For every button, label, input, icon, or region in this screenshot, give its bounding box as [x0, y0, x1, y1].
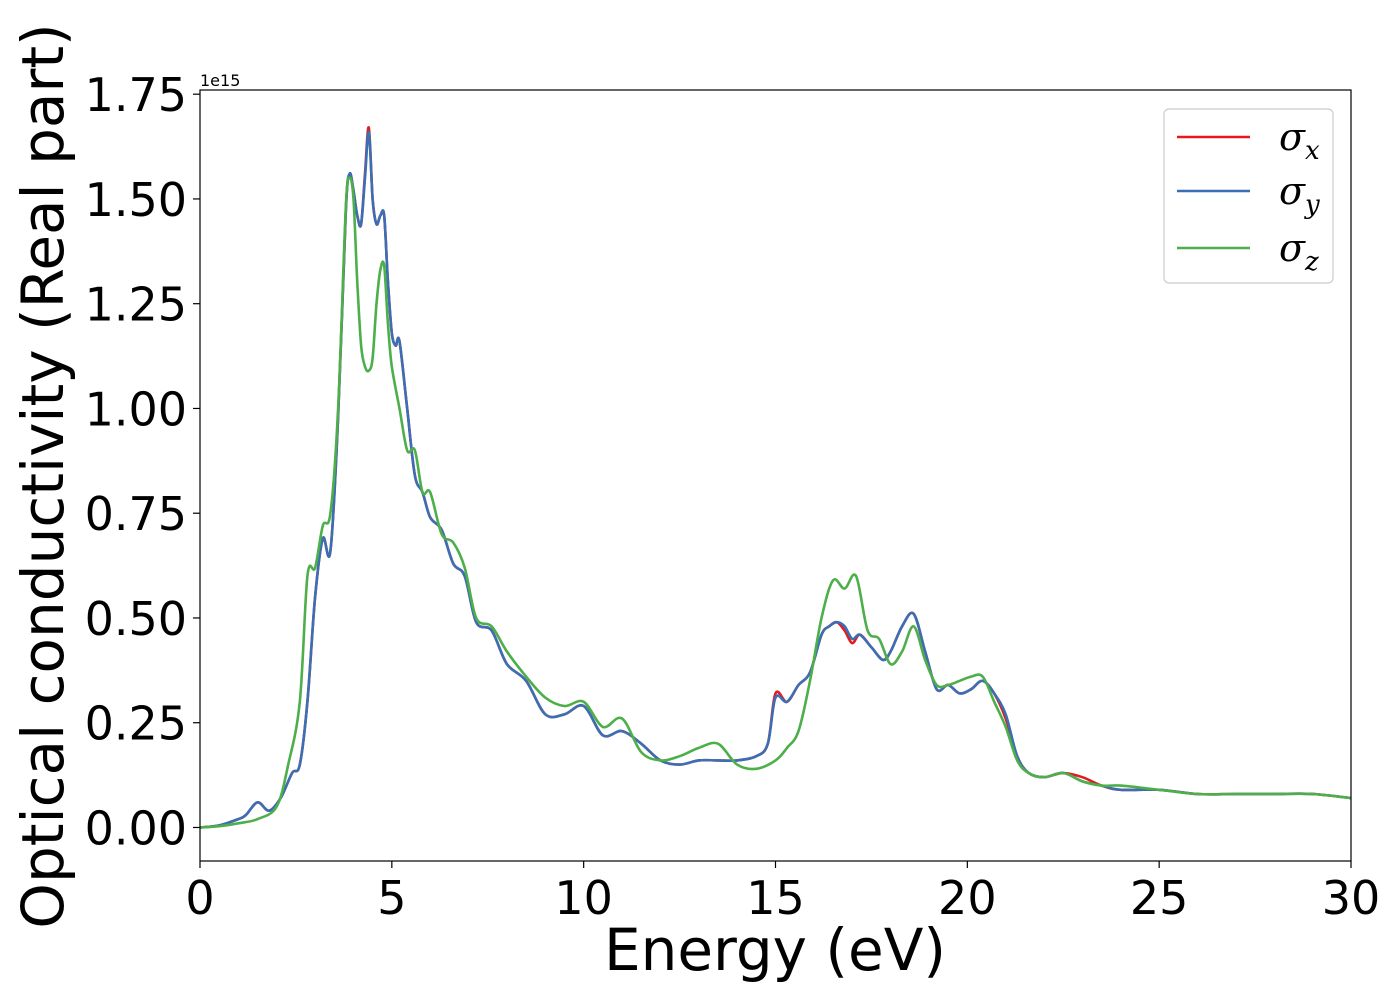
series-line-sigma-z: [199, 176, 1352, 829]
x-axis-title: Energy (eV): [604, 916, 946, 984]
y-tick-label: 1.75: [85, 68, 187, 122]
legend-label-sigma-z: σz: [1279, 226, 1319, 277]
y-axis: 0.00 0.25 0.50 0.75 1.00 1.25 1.50 1.75: [85, 68, 200, 855]
y-tick-label: 0.00: [85, 801, 187, 855]
y-tick-label: 0.50: [85, 592, 187, 646]
y-axis-title: Optical conductivity (Real part): [9, 23, 77, 928]
x-tick-label: 25: [1130, 871, 1189, 925]
y-tick-label: 1.00: [85, 382, 187, 436]
y-offset-label: 1e15: [200, 71, 240, 90]
x-tick-label: 5: [377, 871, 406, 925]
legend-box: [1163, 108, 1334, 284]
legend-label-sigma-y: σy: [1279, 169, 1320, 220]
y-tick-label: 1.25: [85, 278, 187, 332]
y-tick-label: 1.50: [85, 173, 187, 227]
x-tick-label: 15: [746, 871, 805, 925]
x-axis: 0 5 10 15 20 25 30: [185, 861, 1380, 925]
y-tick-label: 0.75: [85, 487, 187, 541]
x-tick-label: 10: [554, 871, 613, 925]
y-tick-label: 0.25: [85, 697, 187, 751]
x-tick-label: 0: [185, 871, 214, 925]
x-tick-label: 30: [1322, 871, 1381, 925]
legend-label-sigma-x: σx: [1279, 115, 1320, 166]
x-tick-label: 20: [938, 871, 997, 925]
series-layer: [199, 126, 1352, 829]
